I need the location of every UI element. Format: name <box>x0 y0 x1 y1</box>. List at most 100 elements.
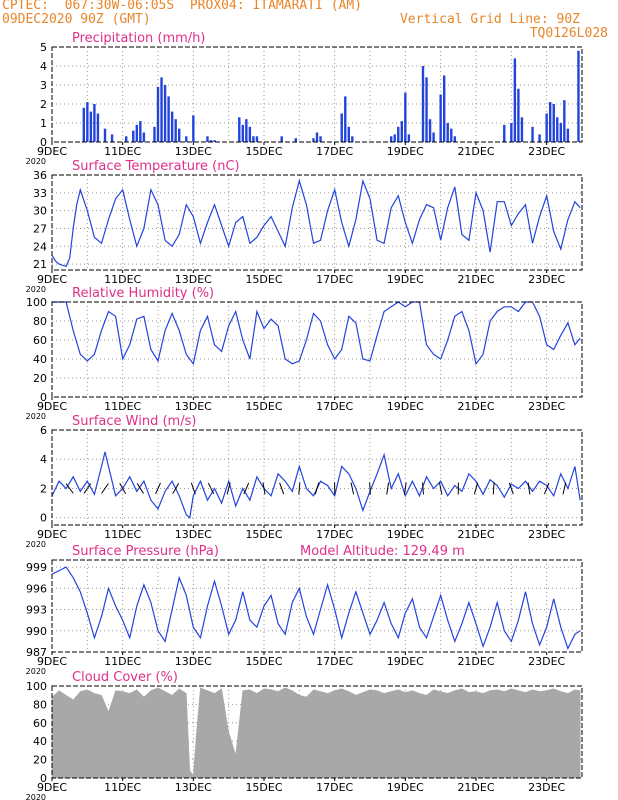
precip-bar <box>556 117 559 142</box>
precip-bar <box>397 126 400 142</box>
precip-bar <box>153 126 156 142</box>
precip-bar <box>142 132 146 142</box>
precip-bar <box>280 136 283 142</box>
precip-bar <box>545 113 548 142</box>
year-mark: 2020 <box>26 793 46 800</box>
cloud-title: Cloud Cover (%) <box>72 670 178 685</box>
precip-bar <box>450 128 453 142</box>
y-tick-label: 0 <box>40 391 47 404</box>
x-tick-label: 11DEC <box>104 273 141 286</box>
precip-bar <box>248 126 252 142</box>
plot-frame <box>51 685 583 779</box>
y-tick-label: 80 <box>33 698 47 711</box>
wind-arrow <box>422 482 424 495</box>
wind-arrow <box>136 483 144 494</box>
y-tick-label: 40 <box>33 353 47 366</box>
precip-bar <box>531 126 534 142</box>
precip-bar <box>132 130 135 142</box>
precip-bar <box>517 88 520 142</box>
precip-bar <box>294 138 297 142</box>
precip-bar <box>238 117 241 142</box>
y-tick-label: 27 <box>33 222 47 235</box>
x-tick-label: 11DEC <box>104 400 141 413</box>
y-tick-label: 60 <box>33 334 47 347</box>
y-tick-label: 5 <box>40 41 47 54</box>
plot-frame <box>51 174 583 271</box>
x-tick-label: 21DEC <box>457 400 494 413</box>
y-tick-label: 1 <box>40 117 47 130</box>
x-tick-label: 13DEC <box>175 273 212 286</box>
precip-bar <box>428 119 432 142</box>
y-tick-label: 30 <box>33 205 47 218</box>
precip-bar <box>89 111 93 142</box>
wind-arrow <box>508 482 514 495</box>
wind-arrow <box>172 482 180 494</box>
x-tick-label: 23DEC <box>528 145 565 158</box>
precip-bar <box>340 113 343 142</box>
y-tick-label: 80 <box>33 315 47 328</box>
year-mark: 2020 <box>26 285 46 294</box>
x-tick-label: 15DEC <box>245 145 282 158</box>
x-tick-label: 15DEC <box>245 400 282 413</box>
x-tick-label: 11DEC <box>104 655 141 668</box>
header-line3-right: TQ0126L028 <box>529 26 608 41</box>
precip-bar <box>577 50 580 142</box>
wind-arrow <box>298 482 301 495</box>
x-tick-label: 23DEC <box>528 655 565 668</box>
x-tick-label: 21DEC <box>457 528 494 541</box>
precip-bar <box>407 134 411 142</box>
precip-bar <box>552 104 555 142</box>
precip-bar <box>82 107 85 142</box>
wind-arrow <box>543 482 550 495</box>
x-tick-label: 19DEC <box>387 400 424 413</box>
x-tick-label: 15DEC <box>245 528 282 541</box>
x-tick-label: 9DEC <box>37 528 67 541</box>
x-tick-label: 13DEC <box>175 528 212 541</box>
precip-bar <box>312 138 315 142</box>
plot-frame <box>51 429 583 526</box>
precip-bar <box>538 134 541 142</box>
x-tick-label: 23DEC <box>528 781 565 794</box>
y-tick-label: 100 <box>26 296 47 309</box>
y-tick-label: 20 <box>33 372 47 385</box>
precip-bar <box>443 75 446 142</box>
x-tick-label: 21DEC <box>457 655 494 668</box>
precip-bar <box>245 119 248 142</box>
rh-title: Relative Humidity (%) <box>72 286 214 301</box>
y-tick-label: 990 <box>26 625 47 638</box>
precip-bar <box>421 66 425 142</box>
x-tick-label: 9DEC <box>37 145 67 158</box>
precip-bar <box>439 94 442 142</box>
x-tick-label: 15DEC <box>245 781 282 794</box>
y-tick-label: 0 <box>40 512 47 525</box>
x-tick-label: 19DEC <box>387 145 424 158</box>
x-tick-label: 9DEC <box>37 400 67 413</box>
wind-arrow <box>243 482 250 495</box>
x-tick-label: 11DEC <box>104 528 141 541</box>
precip-bar <box>185 136 188 142</box>
press-series-line <box>51 566 581 651</box>
x-tick-label: 17DEC <box>316 145 353 158</box>
year-mark: 2020 <box>26 157 46 166</box>
cloud-area <box>51 687 581 779</box>
x-tick-label: 13DEC <box>175 655 212 668</box>
rh-series-line <box>52 301 581 366</box>
y-tick-label: 40 <box>33 735 47 748</box>
x-tick-label: 23DEC <box>528 528 565 541</box>
y-tick-label: 20 <box>33 754 47 767</box>
header-line2-left: 09DEC2020 90Z (GMT) <box>2 12 151 27</box>
precip-bar <box>135 124 138 142</box>
precip-bar <box>344 96 347 142</box>
wind-arrow <box>350 482 355 495</box>
precip-bar <box>163 85 167 142</box>
precip-bar <box>167 96 170 142</box>
x-tick-label: 13DEC <box>175 781 212 794</box>
x-tick-label: 13DEC <box>175 400 212 413</box>
precip-bar <box>393 134 396 142</box>
wind-arrow <box>190 482 196 495</box>
temp-title: Surface Temperature (nC) <box>72 159 240 174</box>
y-tick-label: 993 <box>26 604 47 617</box>
y-tick-label: 0 <box>40 136 47 149</box>
x-tick-label: 19DEC <box>387 781 424 794</box>
y-tick-label: 36 <box>33 169 47 182</box>
